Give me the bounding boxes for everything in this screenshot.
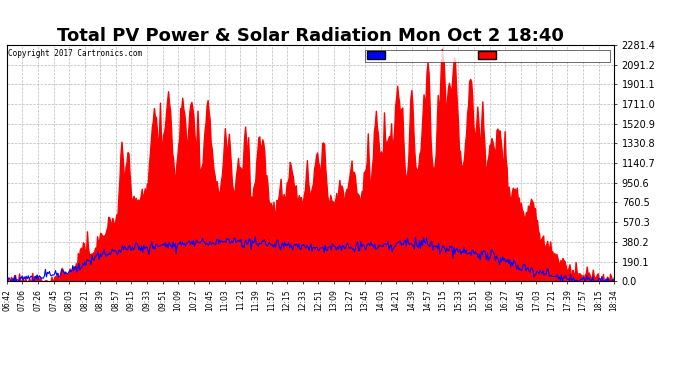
Title: Total PV Power & Solar Radiation Mon Oct 2 18:40: Total PV Power & Solar Radiation Mon Oct… [57,27,564,45]
Legend: Radiation (w/m2), PV Panels (DC Watts): Radiation (w/m2), PV Panels (DC Watts) [365,50,609,62]
Text: Copyright 2017 Cartronics.com: Copyright 2017 Cartronics.com [8,48,142,57]
